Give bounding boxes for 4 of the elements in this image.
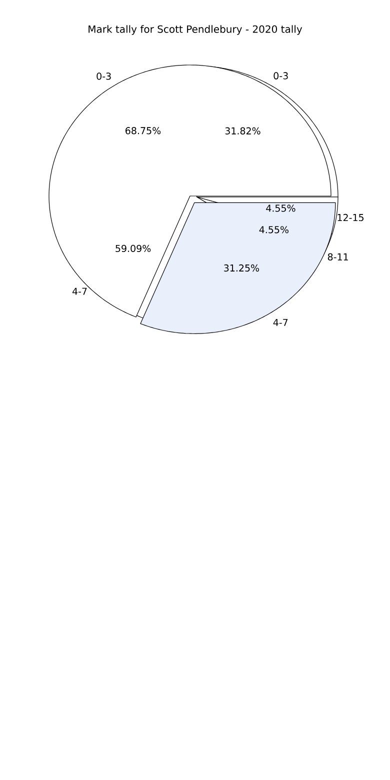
slice-label: 12-15 [338, 214, 364, 222]
slice-label: 8-11 [328, 253, 348, 260]
slice-label: 0-3 [274, 72, 288, 80]
chart-title: Mark tally for Scott Pendlebury - 2020 tally [88, 25, 302, 35]
